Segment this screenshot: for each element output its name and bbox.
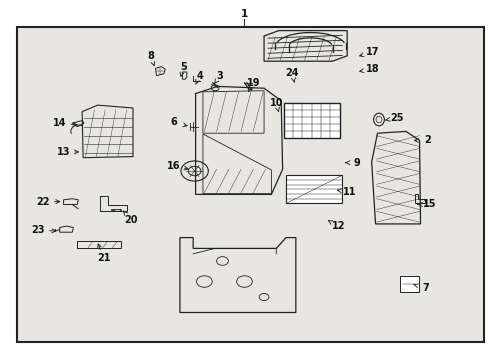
Text: 9: 9 (353, 158, 360, 168)
Text: 13: 13 (57, 147, 70, 157)
Text: 24: 24 (285, 68, 299, 78)
Text: 25: 25 (389, 113, 403, 123)
Text: 15: 15 (422, 199, 435, 210)
Text: 8: 8 (147, 51, 154, 61)
Text: 21: 21 (97, 253, 110, 264)
Text: 1: 1 (241, 9, 247, 19)
Text: 20: 20 (124, 215, 138, 225)
Text: 10: 10 (269, 98, 283, 108)
Text: 18: 18 (365, 64, 379, 74)
Text: 4: 4 (196, 71, 203, 81)
Bar (17, 27, 483, 342)
Bar (283, 103, 339, 138)
Text: 6: 6 (170, 117, 177, 127)
Bar (399, 276, 418, 292)
Bar (285, 175, 342, 203)
Text: 17: 17 (365, 47, 379, 57)
Text: 19: 19 (246, 78, 260, 88)
Text: 3: 3 (216, 71, 223, 81)
Text: 14: 14 (53, 118, 66, 128)
Text: 5: 5 (180, 62, 186, 72)
Text: 7: 7 (421, 283, 428, 293)
Text: 2: 2 (424, 135, 430, 145)
Text: 23: 23 (31, 225, 45, 235)
Text: 12: 12 (331, 221, 345, 231)
Text: 22: 22 (36, 197, 50, 207)
Text: 11: 11 (342, 186, 356, 197)
Text: 16: 16 (166, 161, 180, 171)
